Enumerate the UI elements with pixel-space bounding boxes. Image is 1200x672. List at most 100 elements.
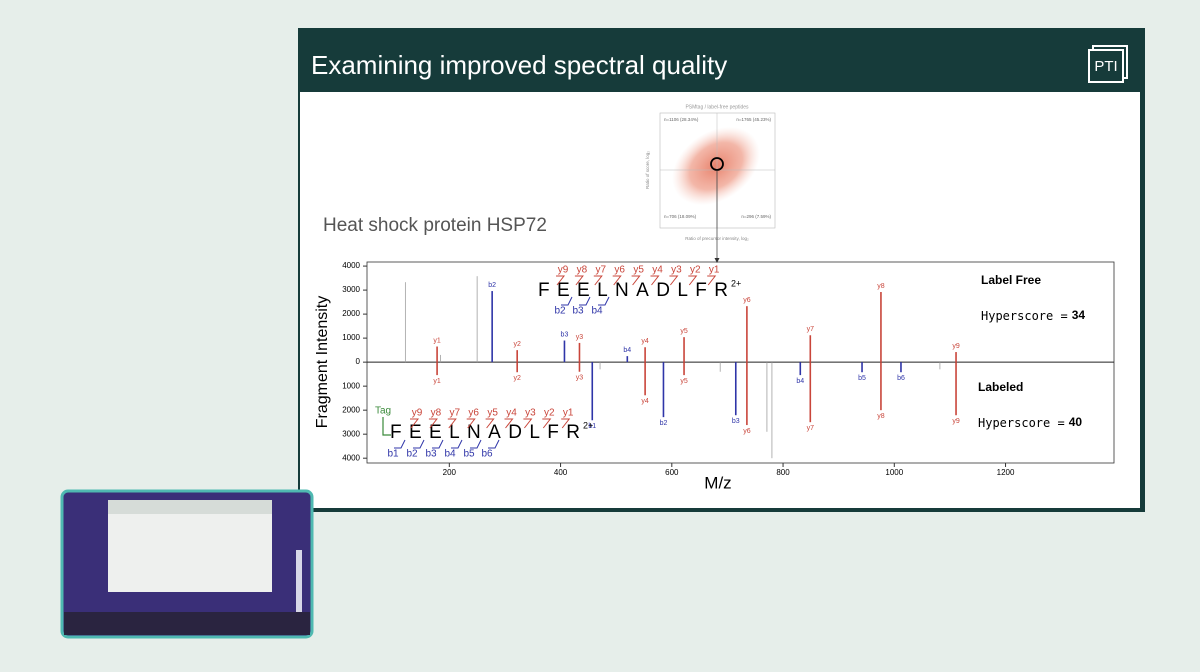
y-tick-label: 2000 (342, 405, 360, 414)
y-ion-bracket (688, 275, 698, 286)
charge: 2+ (583, 420, 593, 430)
y-tick-label: 4000 (342, 261, 360, 270)
panel-name: Labeled (978, 380, 1023, 394)
score-label: Hyperscore = 34 (981, 308, 1085, 322)
b-ion-bracket (394, 439, 406, 449)
y-tick-label: 0 (356, 357, 361, 366)
y-ion-tag: y6 (468, 408, 479, 419)
ion-label: y5 (680, 378, 688, 385)
y-tick-label: 1000 (342, 381, 360, 390)
peak (939, 362, 941, 370)
b-ion-bracket (561, 296, 573, 306)
inset-quadrant: n=706 (18.09%) (664, 214, 697, 219)
peak (734, 362, 737, 416)
b-ion-tag: b2 (406, 449, 418, 460)
y-axis-label: Fragment Intensity (314, 296, 331, 429)
peak (719, 362, 721, 372)
peak (476, 276, 478, 363)
y-ion-bracket (447, 418, 457, 429)
b-ion-tag: b2 (554, 306, 566, 317)
y-ion-bracket (504, 418, 514, 429)
video-screen-header (108, 500, 272, 514)
score-label: Hyperscore = (978, 416, 1065, 430)
ion-label: y6 (743, 428, 751, 435)
peak (644, 362, 646, 396)
peak (440, 354, 441, 363)
x-tick-label: 200 (443, 468, 457, 477)
b-ion-bracket (488, 439, 500, 449)
peak (771, 362, 773, 459)
b-ion-tag: b3 (425, 449, 437, 460)
peak (599, 362, 601, 370)
x-axis-label: M/z (704, 473, 731, 492)
b-ion-tag: b4 (591, 306, 603, 317)
peak (578, 362, 581, 372)
y-ion-tag: y7 (450, 408, 461, 419)
y-ion-tag: y9 (558, 265, 569, 276)
y-ion-bracket (707, 275, 717, 286)
peak (491, 291, 493, 363)
score: 34 (1072, 308, 1086, 322)
peak (591, 362, 594, 421)
y-ion-bracket (574, 275, 584, 286)
ion-label: y8 (877, 283, 885, 290)
video-audience (64, 612, 310, 635)
peak (404, 282, 406, 363)
logo: PTI (1094, 58, 1117, 75)
peak (861, 362, 863, 373)
b-ion-bracket (579, 296, 591, 306)
y-ion-bracket (485, 418, 495, 429)
b-ion-bracket (432, 439, 444, 449)
peak (436, 362, 438, 376)
peak (563, 340, 566, 363)
y-ion-bracket (561, 418, 571, 429)
ion-label: y9 (952, 343, 960, 350)
y-ion-tag: y3 (671, 265, 682, 276)
b-ion-bracket (470, 439, 482, 449)
ion-label: b2 (660, 420, 668, 427)
inset-quadrant: n=1106 (28.34%) (664, 117, 699, 122)
peak (809, 335, 812, 363)
ion-label: y5 (680, 328, 688, 335)
ion-label: b4 (796, 378, 804, 385)
ion-label: y3 (576, 334, 584, 341)
tag-label: Tag (375, 406, 391, 417)
video-flag (296, 550, 302, 612)
ion-label: y1 (433, 337, 441, 344)
y-tick-label: 3000 (342, 285, 360, 294)
peak (578, 342, 581, 363)
y-ion-tag: y8 (577, 265, 588, 276)
b-ion-tag: b4 (444, 449, 456, 460)
y-ion-bracket (542, 418, 552, 429)
peak (955, 352, 957, 363)
y-ion-tag: y2 (544, 408, 555, 419)
ion-label: b5 (858, 375, 866, 382)
ion-label: y4 (641, 398, 649, 405)
peak (746, 362, 748, 426)
y-ion-tag: y5 (633, 265, 644, 276)
b-ion-bracket (598, 296, 610, 306)
x-tick-label: 1000 (885, 468, 903, 477)
y-ion-tag: y2 (690, 265, 701, 276)
score: 40 (1069, 415, 1083, 429)
ion-label: y2 (513, 375, 521, 382)
peak (626, 356, 629, 363)
peak (880, 362, 882, 411)
b-ion-tag: b6 (481, 449, 493, 460)
peak (516, 362, 518, 373)
logo-box (1088, 49, 1124, 83)
slide-title: Examining improved spectral quality (311, 50, 727, 80)
ion-label: y7 (807, 326, 815, 333)
panel-name: Label Free (981, 273, 1041, 287)
charge: 2+ (731, 278, 741, 288)
y-ion-bracket (466, 418, 476, 429)
score-label: Hyperscore = 40 (978, 415, 1082, 429)
peak (955, 362, 957, 416)
y-ion-bracket (669, 275, 679, 286)
y-ion-bracket (650, 275, 660, 286)
peak (799, 362, 802, 376)
inset-title: PSMtag / label-free peptides (685, 104, 749, 110)
y-ion-bracket (428, 418, 438, 429)
ion-label: y4 (641, 338, 649, 345)
ion-label: b4 (623, 347, 631, 354)
